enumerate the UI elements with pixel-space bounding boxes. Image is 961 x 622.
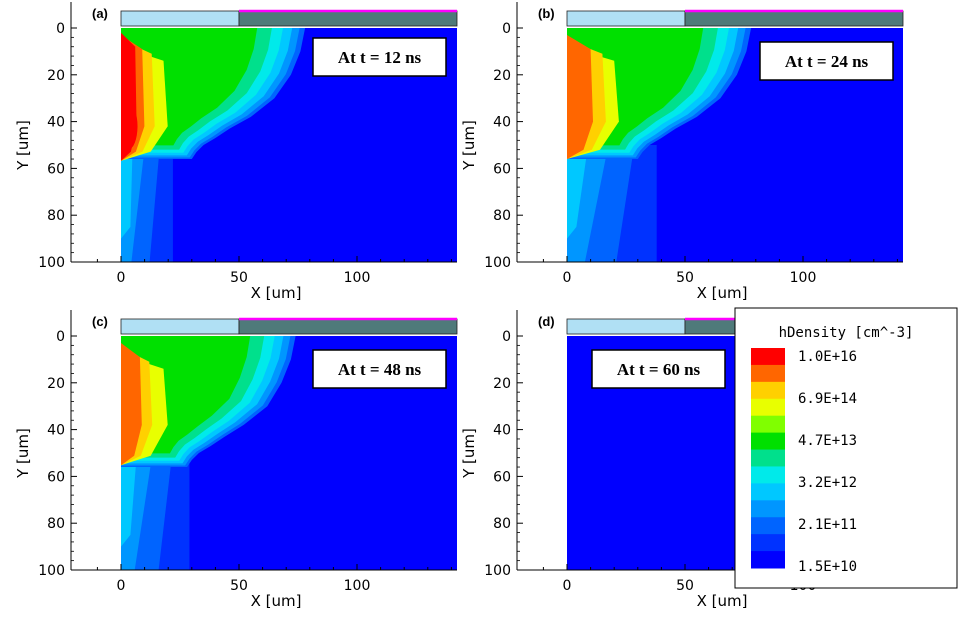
- legend-entry: 1.5E+10: [798, 559, 857, 575]
- time-label: At t = 48 ns: [338, 360, 422, 379]
- x-tick-label: 100: [344, 578, 371, 594]
- metal-electrode: [684, 10, 904, 27]
- colorbar-swatch: [751, 466, 785, 484]
- panel-a: 0 20 40 60 80 100 0 50 100 X [um] Y [um] (a) At t = …: [14, 2, 458, 302]
- y-tick-label: 20: [47, 68, 65, 84]
- colorbar-swatch: [751, 398, 785, 417]
- panel-label: (c): [92, 314, 108, 329]
- hot-spot: [121, 102, 138, 150]
- colorbar-swatch: [751, 364, 785, 383]
- colorbar-legend: hDensity [cm^-3] 1.0E+16 6.9E+14 4.7E+13 3.2…: [734, 307, 958, 589]
- x-tick-label: 0: [117, 270, 126, 286]
- legend-entry: 1.0E+16: [798, 349, 857, 365]
- legend-entry: 4.7E+13: [798, 433, 857, 449]
- colorbar-swatch: [751, 483, 785, 501]
- y-tick-label: 100: [484, 563, 511, 579]
- diffusion-zone: [121, 154, 133, 239]
- colorbar-swatch: [751, 534, 785, 552]
- y-tick-label: 20: [47, 376, 65, 392]
- metal-electrode: [238, 10, 458, 27]
- x-tick-label: 0: [117, 578, 126, 594]
- colorbar-swatch: [751, 551, 785, 569]
- x-axis-label: X [um]: [251, 592, 302, 610]
- metal-electrode: [238, 318, 458, 335]
- y-tick-label: 40: [47, 115, 65, 131]
- panel-label: (d): [538, 314, 555, 329]
- oxide-layer: [120, 318, 240, 335]
- time-label: At t = 60 ns: [617, 360, 701, 379]
- legend-entry: 6.9E+14: [798, 391, 857, 407]
- x-tick-label: 100: [344, 270, 371, 286]
- y-tick-label: 40: [493, 115, 511, 131]
- y-tick-label: 60: [47, 469, 65, 485]
- panel-label: (b): [538, 6, 555, 21]
- y-tick-label: 0: [502, 21, 511, 37]
- diffusion-zone: [121, 462, 137, 547]
- density-map: [567, 28, 903, 262]
- time-annotation: At t = 12 ns: [312, 37, 447, 77]
- y-axis-label: Y [um]: [14, 120, 32, 171]
- y-tick-label: 40: [47, 423, 65, 439]
- x-tick-label: 0: [563, 270, 572, 286]
- colorbar-swatch: [751, 348, 785, 366]
- panel-b: 0 20 40 60 80 100 0 50 100 X [um] Y [um] (b) At t = …: [460, 2, 904, 302]
- y-tick-label: 100: [484, 255, 511, 271]
- x-axis-label: X [um]: [697, 592, 748, 610]
- legend-title: hDensity [cm^-3]: [779, 325, 914, 341]
- y-axis-label: Y [um]: [460, 428, 478, 479]
- time-annotation: At t = 24 ns: [759, 41, 894, 81]
- legend-entry: 2.1E+11: [798, 517, 857, 533]
- colorbar-swatch: [751, 381, 785, 400]
- oxide-layer: [120, 10, 240, 27]
- y-tick-label: 100: [38, 255, 65, 271]
- panel-c: 0 20 40 60 80 100 0 50 100 X [um] Y [um] (c) At t = …: [14, 310, 458, 610]
- time-annotation: At t = 48 ns: [312, 349, 447, 389]
- x-tick-label: 100: [790, 270, 817, 286]
- diffusion-zone: [567, 154, 587, 239]
- time-label: At t = 24 ns: [785, 52, 869, 71]
- x-axis-label: X [um]: [251, 284, 302, 302]
- x-tick-label: 50: [230, 578, 248, 594]
- y-tick-label: 0: [56, 21, 65, 37]
- legend-entry: 3.2E+12: [798, 475, 857, 491]
- time-annotation: At t = 60 ns: [591, 349, 726, 389]
- hot-spot: [569, 98, 589, 145]
- hot-spot: [121, 401, 138, 449]
- y-axis-label: Y [um]: [460, 120, 478, 171]
- y-tick-label: 100: [38, 563, 65, 579]
- x-tick-label: 50: [230, 270, 248, 286]
- colorbar-swatch: [751, 432, 785, 451]
- panel-label: (a): [92, 6, 108, 21]
- y-tick-label: 60: [47, 161, 65, 177]
- y-tick-label: 60: [493, 161, 511, 177]
- y-axis-label: Y [um]: [14, 428, 32, 479]
- colorbar-swatch: [751, 449, 785, 467]
- oxide-layer: [566, 318, 686, 335]
- y-tick-label: 80: [47, 516, 65, 532]
- colorbar-swatch: [751, 500, 785, 518]
- y-tick-label: 60: [493, 469, 511, 485]
- colorbar-swatch: [751, 415, 785, 434]
- x-tick-label: 50: [676, 578, 694, 594]
- oxide-layer: [566, 10, 686, 27]
- y-tick-label: 80: [493, 208, 511, 224]
- x-tick-label: 0: [563, 578, 572, 594]
- x-axis-label: X [um]: [697, 284, 748, 302]
- y-tick-label: 0: [56, 329, 65, 345]
- colorbar-swatch: [751, 517, 785, 535]
- time-label: At t = 12 ns: [338, 48, 422, 67]
- y-tick-label: 80: [47, 208, 65, 224]
- x-tick-label: 50: [676, 270, 694, 286]
- y-tick-label: 40: [493, 423, 511, 439]
- y-tick-label: 20: [493, 68, 511, 84]
- y-tick-label: 0: [502, 329, 511, 345]
- y-tick-label: 80: [493, 516, 511, 532]
- y-tick-label: 20: [493, 376, 511, 392]
